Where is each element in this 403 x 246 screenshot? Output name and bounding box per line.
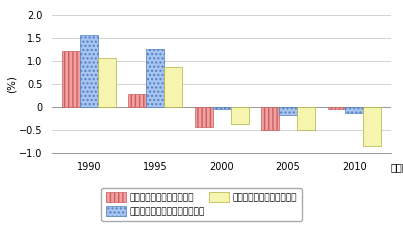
Bar [297,107,315,130]
Bar [328,107,345,109]
Bar [129,94,146,107]
Bar [80,34,98,107]
Bar [164,67,182,107]
Bar [62,51,80,107]
Bar [98,58,116,107]
Bar [195,107,213,127]
Bar [364,107,381,146]
Text: （年）: （年） [391,162,403,172]
Legend: 三大都市圏の政令指定都市, 三大都市圏以外の政令指定都市, 政令指定都市以外の市町村: 三大都市圏の政令指定都市, 三大都市圏以外の政令指定都市, 政令指定都市以外の市… [102,188,301,221]
Bar [231,107,249,124]
Bar [279,107,297,115]
Bar [345,107,364,113]
Bar [261,107,279,130]
Y-axis label: (%): (%) [6,75,17,92]
Bar [213,107,231,109]
Bar [146,49,164,107]
